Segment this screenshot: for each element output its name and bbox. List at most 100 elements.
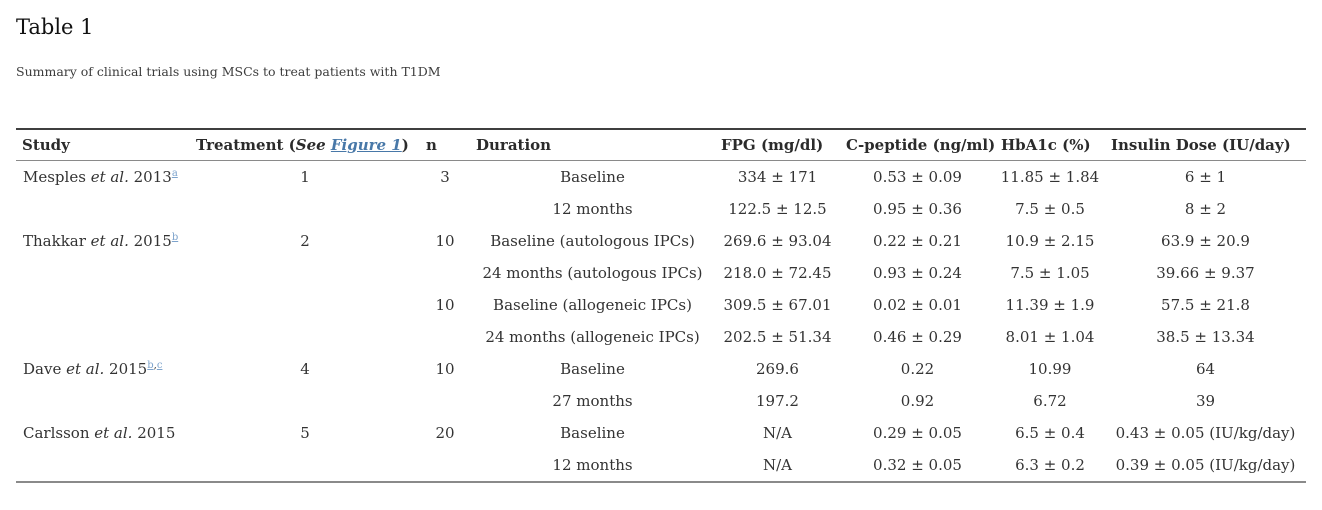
hba1c-cell: 10.99 xyxy=(1028,359,1072,378)
treatment-cell: 4 xyxy=(300,359,310,378)
fpg-cell: 122.5 ± 12.5 xyxy=(728,199,827,218)
hba1c-cell: 7.5 ± 0.5 xyxy=(1015,199,1085,218)
figure-1-link[interactable]: Figure 1 xyxy=(331,136,402,154)
fpg-cell: N/A xyxy=(762,455,792,474)
n-cell xyxy=(420,449,470,482)
figure-1-link-label: Figure 1 xyxy=(330,135,402,154)
column-header-c-peptide-label: C-peptide (ng/ml) xyxy=(846,135,996,154)
insulin-dose-cell: 63.9 ± 20.9 xyxy=(1161,231,1250,250)
column-header-treatment: Treatment (See Figure 1) xyxy=(190,128,420,161)
fpg-cell: 269.6 ± 93.04 xyxy=(723,231,832,250)
page-container: Table 1 Summary of clinical trials using… xyxy=(16,15,1306,483)
table-body: Mesples et al. 2013a 1 3 Baseline 334 ± 171 0… xyxy=(16,160,1306,482)
n-cell xyxy=(420,257,470,289)
footnote-superscript: b xyxy=(172,232,178,243)
study-cell: Carlsson et al. 2015 xyxy=(23,423,176,442)
column-header-duration-label: Duration xyxy=(476,135,552,154)
table-row: 12 months N/A 0.32 ± 0.05 6.3 ± 0.2 0.39 ± 0… xyxy=(16,449,1306,482)
c-peptide-cell: 0.92 xyxy=(900,391,935,410)
n-cell: 20 xyxy=(435,423,455,442)
duration-cell: Baseline xyxy=(560,359,625,378)
study-cell xyxy=(16,289,190,321)
n-cell: 10 xyxy=(435,231,455,250)
fpg-cell: 334 ± 171 xyxy=(737,167,818,186)
footnote-link-c[interactable]: c xyxy=(156,359,163,371)
treatment-cell: 2 xyxy=(300,231,310,250)
study-cell xyxy=(16,257,190,289)
table-row: Dave et al. 2015b,c 4 10 Baseline 269.6 0.22 1… xyxy=(16,353,1306,385)
footnote-link-b[interactable]: b xyxy=(147,359,154,371)
table-row: 24 months (allogeneic IPCs) 202.5 ± 51.34… xyxy=(16,321,1306,353)
footnote-superscript: b,c xyxy=(147,359,163,371)
fpg-cell: 218.0 ± 72.45 xyxy=(723,263,832,282)
duration-cell: 24 months (allogeneic IPCs) xyxy=(485,327,700,346)
treatment-cell xyxy=(190,193,420,225)
insulin-dose-cell: 38.5 ± 13.34 xyxy=(1156,327,1255,346)
n-cell: 3 xyxy=(440,167,450,186)
study-cell: Thakkar et al. 2015b xyxy=(23,231,179,250)
fpg-cell: 197.2 xyxy=(756,391,799,410)
column-header-insulin-dose-label: Insulin Dose (IU/day) xyxy=(1111,135,1291,154)
hba1c-cell: 6.5 ± 0.4 xyxy=(1015,423,1085,442)
c-peptide-cell: 0.22 ± 0.21 xyxy=(873,231,962,250)
table-title: Table 1 xyxy=(16,15,94,39)
n-cell: 10 xyxy=(435,359,455,378)
study-cell: Mesples et al. 2013a xyxy=(23,167,178,186)
study-cell xyxy=(16,385,190,417)
footnote-link-a[interactable]: a xyxy=(171,167,178,179)
fpg-cell: 309.5 ± 67.01 xyxy=(723,295,832,314)
hba1c-cell: 6.3 ± 0.2 xyxy=(1015,455,1085,474)
insulin-dose-cell: 6 ± 1 xyxy=(1184,167,1227,186)
column-header-study-label: Study xyxy=(22,135,70,154)
duration-cell: Baseline xyxy=(560,423,625,442)
treatment-cell xyxy=(190,321,420,353)
duration-cell: Baseline xyxy=(560,167,625,186)
insulin-dose-cell: 0.43 ± 0.05 (IU/kg/day) xyxy=(1115,423,1296,442)
treatment-cell: 5 xyxy=(300,423,310,442)
insulin-dose-cell: 8 ± 2 xyxy=(1184,199,1227,218)
insulin-dose-cell: 39 xyxy=(1195,391,1216,410)
c-peptide-cell: 0.29 ± 0.05 xyxy=(873,423,962,442)
study-cell: Dave et al. 2015b,c xyxy=(23,359,163,378)
column-header-hba1c-label: HbA1c (%) xyxy=(1001,135,1091,154)
table-row: Carlsson et al. 2015 5 20 Baseline N/A 0.29 ±… xyxy=(16,417,1306,449)
c-peptide-cell: 0.46 ± 0.29 xyxy=(873,327,962,346)
insulin-dose-cell: 64 xyxy=(1195,359,1216,378)
hba1c-cell: 11.39 ± 1.9 xyxy=(1005,295,1095,314)
duration-cell: Baseline (allogeneic IPCs) xyxy=(493,295,692,314)
treatment-cell xyxy=(190,289,420,321)
study-cell xyxy=(16,321,190,353)
footnote-link-b[interactable]: b xyxy=(171,231,179,243)
table-row: Thakkar et al. 2015b 2 10 Baseline (autolog… xyxy=(16,225,1306,257)
hba1c-cell: 7.5 ± 1.05 xyxy=(1010,263,1090,282)
hba1c-cell: 10.9 ± 2.15 xyxy=(1005,231,1095,250)
table-row: 10 Baseline (allogeneic IPCs) 309.5 ± 67.0… xyxy=(16,289,1306,321)
c-peptide-cell: 0.95 ± 0.36 xyxy=(873,199,962,218)
column-header-fpg: FPG (mg/dl) xyxy=(715,128,840,161)
insulin-dose-cell: 57.5 ± 21.8 xyxy=(1161,295,1250,314)
c-peptide-cell: 0.93 ± 0.24 xyxy=(873,263,962,282)
c-peptide-cell: 0.53 ± 0.09 xyxy=(873,167,962,186)
fpg-cell: 202.5 ± 51.34 xyxy=(723,327,832,346)
table-row: 12 months 122.5 ± 12.5 0.95 ± 0.36 7.5 ± 0.… xyxy=(16,193,1306,225)
fpg-cell: N/A xyxy=(762,423,792,442)
n-cell xyxy=(420,321,470,353)
treatment-header-see: See xyxy=(295,135,326,154)
treatment-cell xyxy=(190,449,420,482)
treatment-header-prefix: Treatment ( xyxy=(196,135,296,154)
duration-cell: 12 months xyxy=(552,455,633,474)
et-al-text: et al. xyxy=(90,167,129,186)
n-cell xyxy=(420,385,470,417)
hba1c-cell: 11.85 ± 1.84 xyxy=(1000,167,1100,186)
column-header-n-label: n xyxy=(426,135,437,154)
fpg-cell: 269.6 xyxy=(756,359,799,378)
clinical-trials-table: Study Treatment (See Figure 1) n Duratio… xyxy=(16,127,1306,483)
c-peptide-cell: 0.22 xyxy=(900,359,935,378)
et-al-text: et al. xyxy=(90,231,129,250)
duration-cell: 12 months xyxy=(552,199,633,218)
insulin-dose-cell: 0.39 ± 0.05 (IU/kg/day) xyxy=(1115,455,1296,474)
table-row: 27 months 197.2 0.92 6.72 39 xyxy=(16,385,1306,417)
insulin-dose-cell: 39.66 ± 9.37 xyxy=(1156,263,1255,282)
hba1c-cell: 8.01 ± 1.04 xyxy=(1005,327,1095,346)
treatment-cell: 1 xyxy=(300,167,310,186)
